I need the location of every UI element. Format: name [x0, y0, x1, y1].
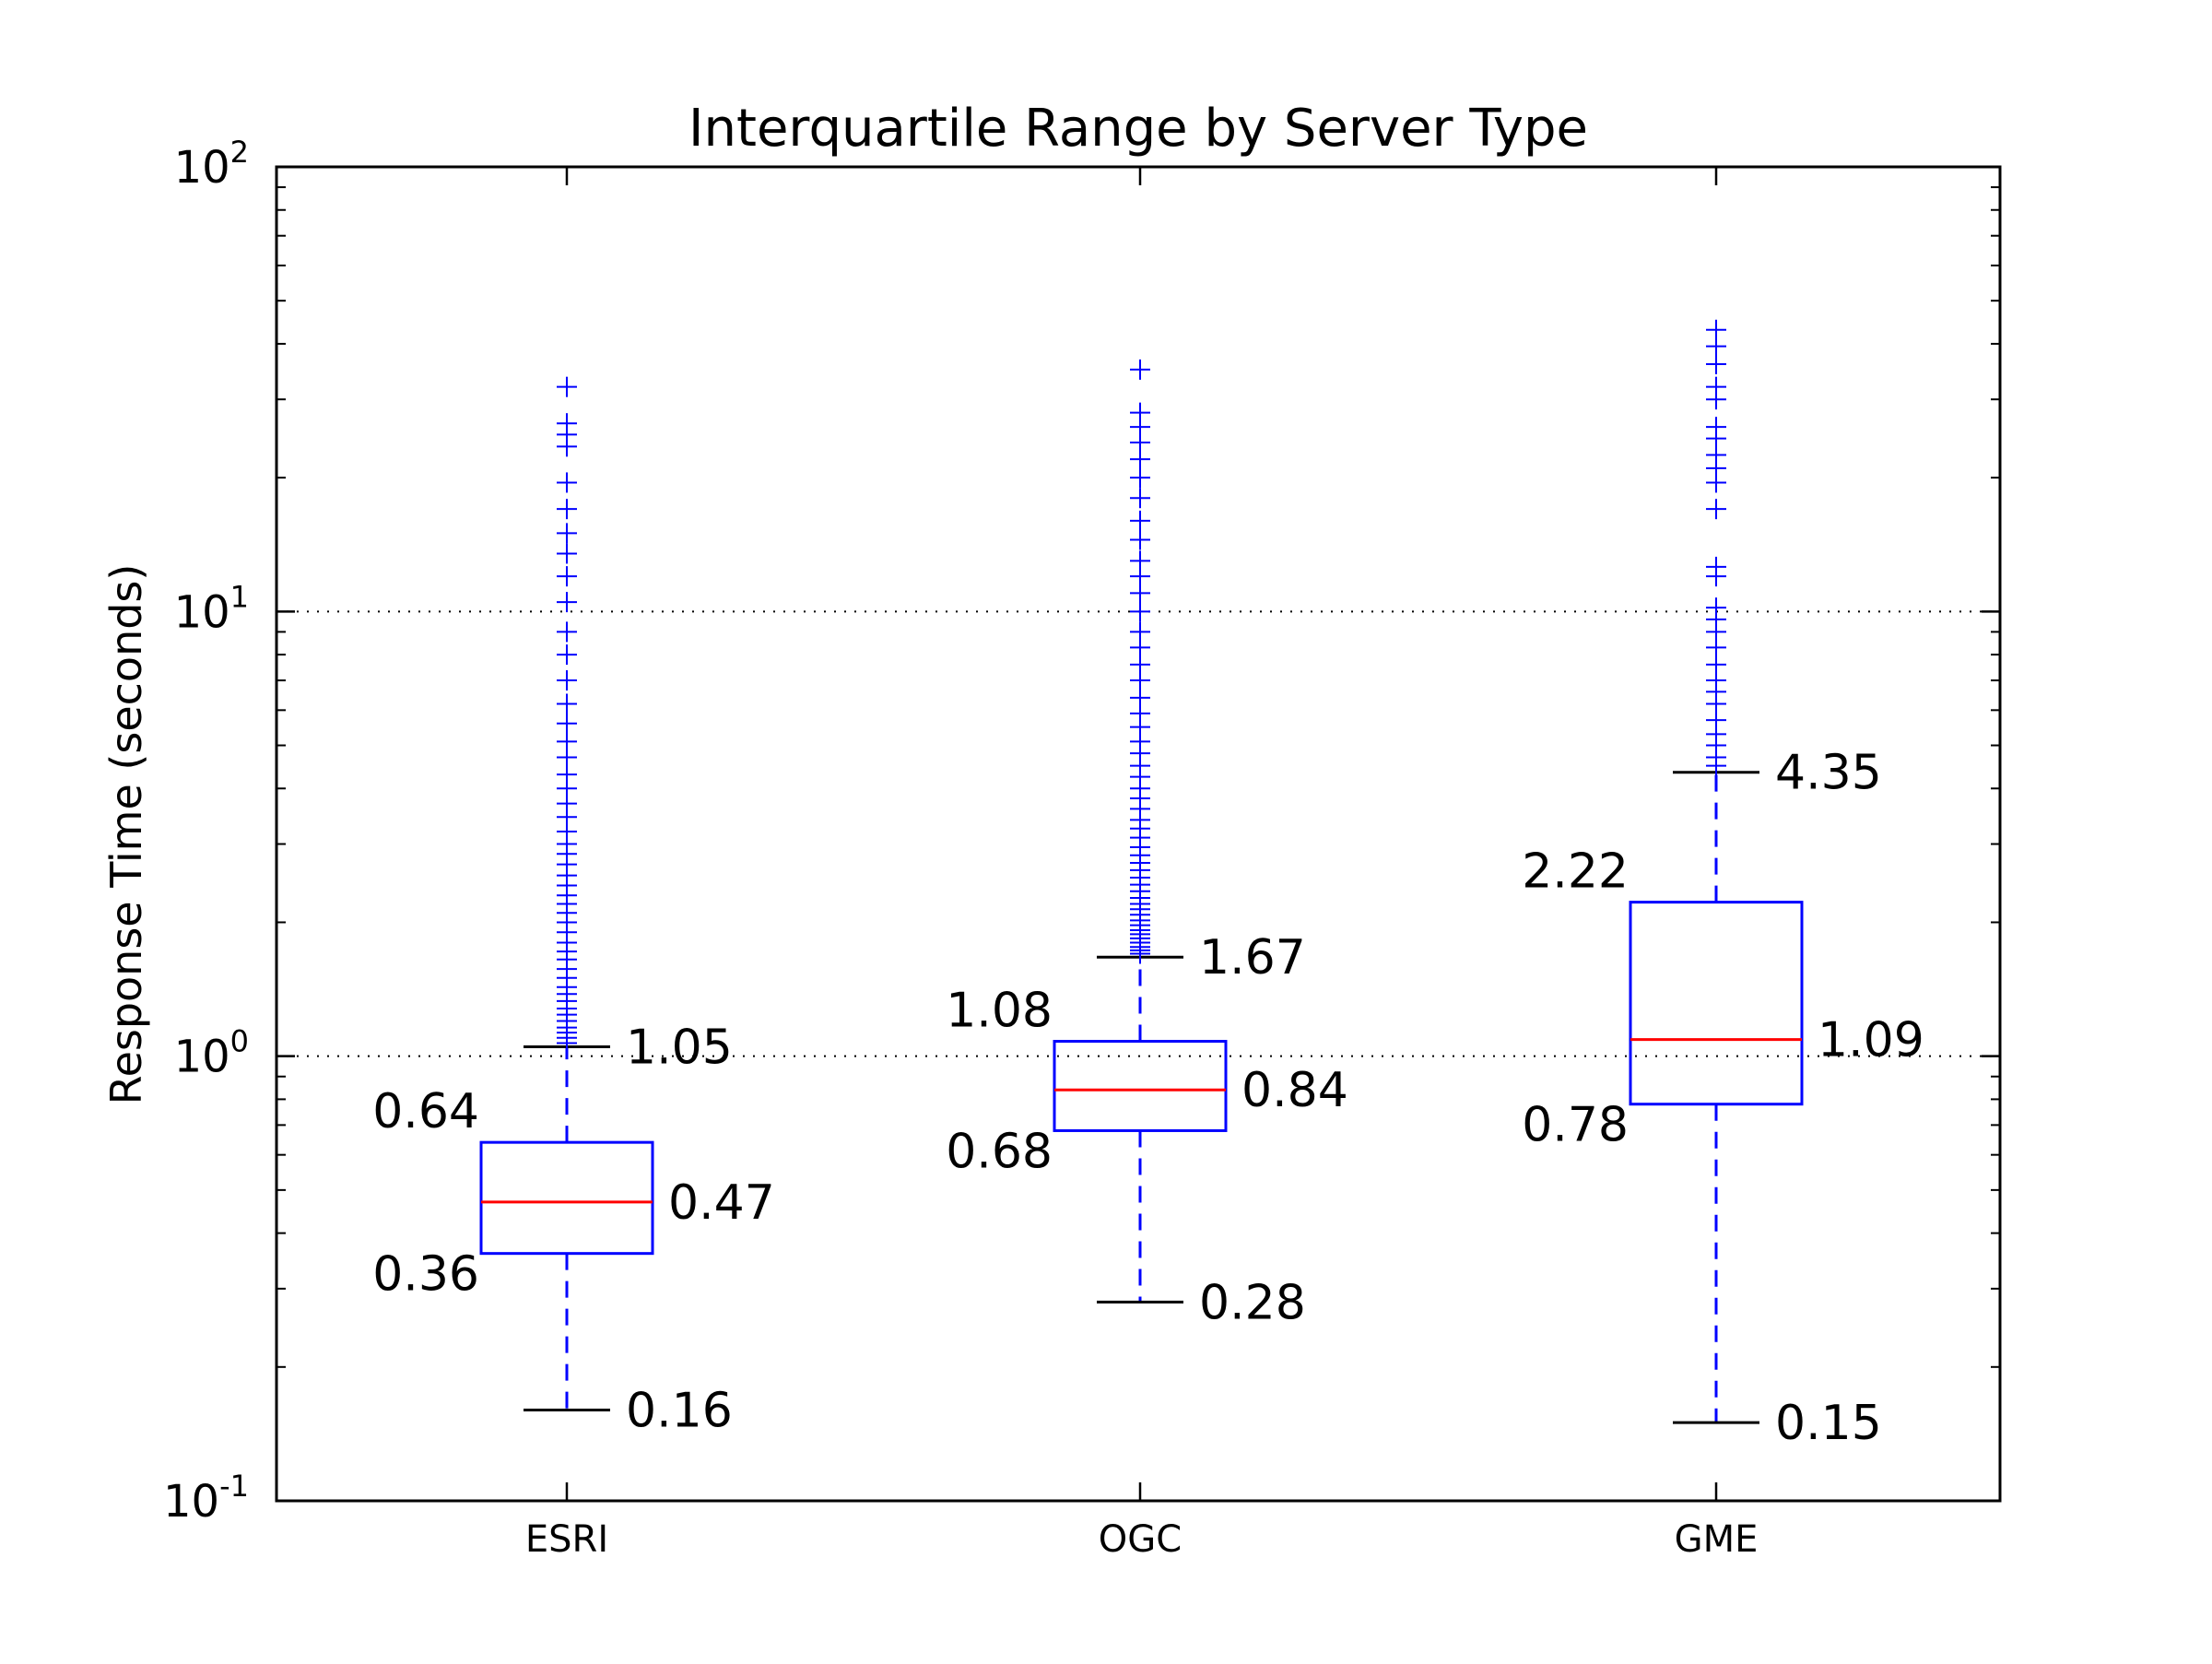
- outlier-gme: [1706, 654, 1726, 675]
- iqr-box-ogc: [1053, 1040, 1228, 1132]
- outlier-esri: [557, 670, 577, 691]
- outlier-ogc: [1130, 488, 1150, 509]
- x-tick-label-gme: GME: [1675, 1518, 1759, 1561]
- y-tick-base: 10: [174, 1032, 230, 1083]
- outlier-esri: [557, 499, 577, 520]
- label-whisker-high-esri: 1.05: [626, 1020, 733, 1075]
- plot-area-frame: [275, 165, 2002, 1503]
- y-tick-label-2: 101: [174, 579, 249, 638]
- label-q3-ogc: 1.08: [946, 984, 1053, 1039]
- annotations: 1.05 0.16 0.47 0.64 0.36 1.67 0.28 0.84 1.08 0.68…: [372, 746, 1924, 1451]
- y-axis-label: Response Time (seconds): [101, 564, 151, 1105]
- label-whisker-high-gme: 4.35: [1775, 746, 1882, 801]
- outlier-esri: [557, 413, 577, 434]
- outlier-ogc: [1130, 687, 1150, 708]
- outlier-esri: [557, 764, 577, 785]
- outlier-ogc: [1130, 601, 1150, 622]
- y-tick-exponent: 1: [230, 579, 249, 614]
- y-tick-label-1: 100: [174, 1024, 249, 1083]
- outlier-esri: [557, 621, 577, 643]
- outlier-esri: [557, 376, 577, 397]
- outlier-ogc: [1130, 654, 1150, 675]
- outlier-esri: [557, 592, 577, 613]
- outlier-esri: [557, 543, 577, 564]
- chart-title: Interquartile Range by Server Type: [688, 99, 1588, 159]
- label-whisker-low-ogc: 0.28: [1199, 1275, 1306, 1330]
- grid-lines: [276, 610, 2000, 1057]
- outlier-gme: [1706, 354, 1726, 375]
- label-whisker-high-ogc: 1.67: [1199, 930, 1306, 985]
- outlier-ogc: [1130, 550, 1150, 572]
- outlier-gme: [1706, 417, 1726, 438]
- y-tick-label-3: 102: [174, 135, 249, 194]
- label-q1-gme: 0.78: [1522, 1098, 1629, 1153]
- outlier-esri: [557, 693, 577, 714]
- iqr-box-esri: [479, 1140, 654, 1256]
- boxes: [479, 319, 1804, 1424]
- y-tick-base: 10: [163, 1476, 219, 1528]
- outlier-esri: [557, 566, 577, 587]
- x-tick-label-ogc: OGC: [1099, 1518, 1182, 1561]
- outlier-esri: [557, 523, 577, 544]
- outlier-esri: [557, 644, 577, 666]
- label-median-gme: 1.09: [1818, 1013, 1924, 1068]
- outlier-gme: [1706, 499, 1726, 520]
- label-whisker-low-gme: 0.15: [1775, 1396, 1882, 1451]
- y-tick-exponent: 2: [230, 135, 249, 170]
- y-tick-exponent: -1: [219, 1469, 249, 1504]
- outlier-ogc: [1130, 402, 1150, 423]
- label-q1-ogc: 0.68: [946, 1124, 1053, 1179]
- label-whisker-low-esri: 0.16: [626, 1384, 733, 1439]
- outlier-gme: [1706, 556, 1726, 577]
- outlier-esri: [557, 472, 577, 493]
- y-tick-exponent: 0: [230, 1024, 249, 1059]
- x-tick-label-esri: ESRI: [525, 1518, 608, 1561]
- y-tick-label-0: 10-1: [163, 1469, 249, 1528]
- outlier-ogc: [1130, 467, 1150, 489]
- label-q3-gme: 2.22: [1522, 844, 1629, 900]
- label-q3-esri: 0.64: [372, 1084, 479, 1139]
- outlier-esri: [557, 713, 577, 734]
- outlier-ogc: [1130, 621, 1150, 643]
- outlier-gme: [1706, 597, 1726, 619]
- iqr-box-gme: [1629, 901, 1804, 1106]
- outlier-ogc: [1130, 359, 1150, 380]
- outlier-gme: [1706, 376, 1726, 397]
- outlier-esri: [557, 731, 577, 752]
- y-tick-base: 10: [174, 586, 230, 638]
- outlier-ogc: [1130, 529, 1150, 550]
- label-median-ogc: 0.84: [1241, 1063, 1348, 1118]
- label-median-esri: 0.47: [668, 1175, 775, 1231]
- label-q1-esri: 0.36: [372, 1247, 479, 1303]
- outlier-ogc: [1130, 510, 1150, 531]
- y-tick-base: 10: [174, 142, 230, 194]
- outlier-gme: [1706, 319, 1726, 340]
